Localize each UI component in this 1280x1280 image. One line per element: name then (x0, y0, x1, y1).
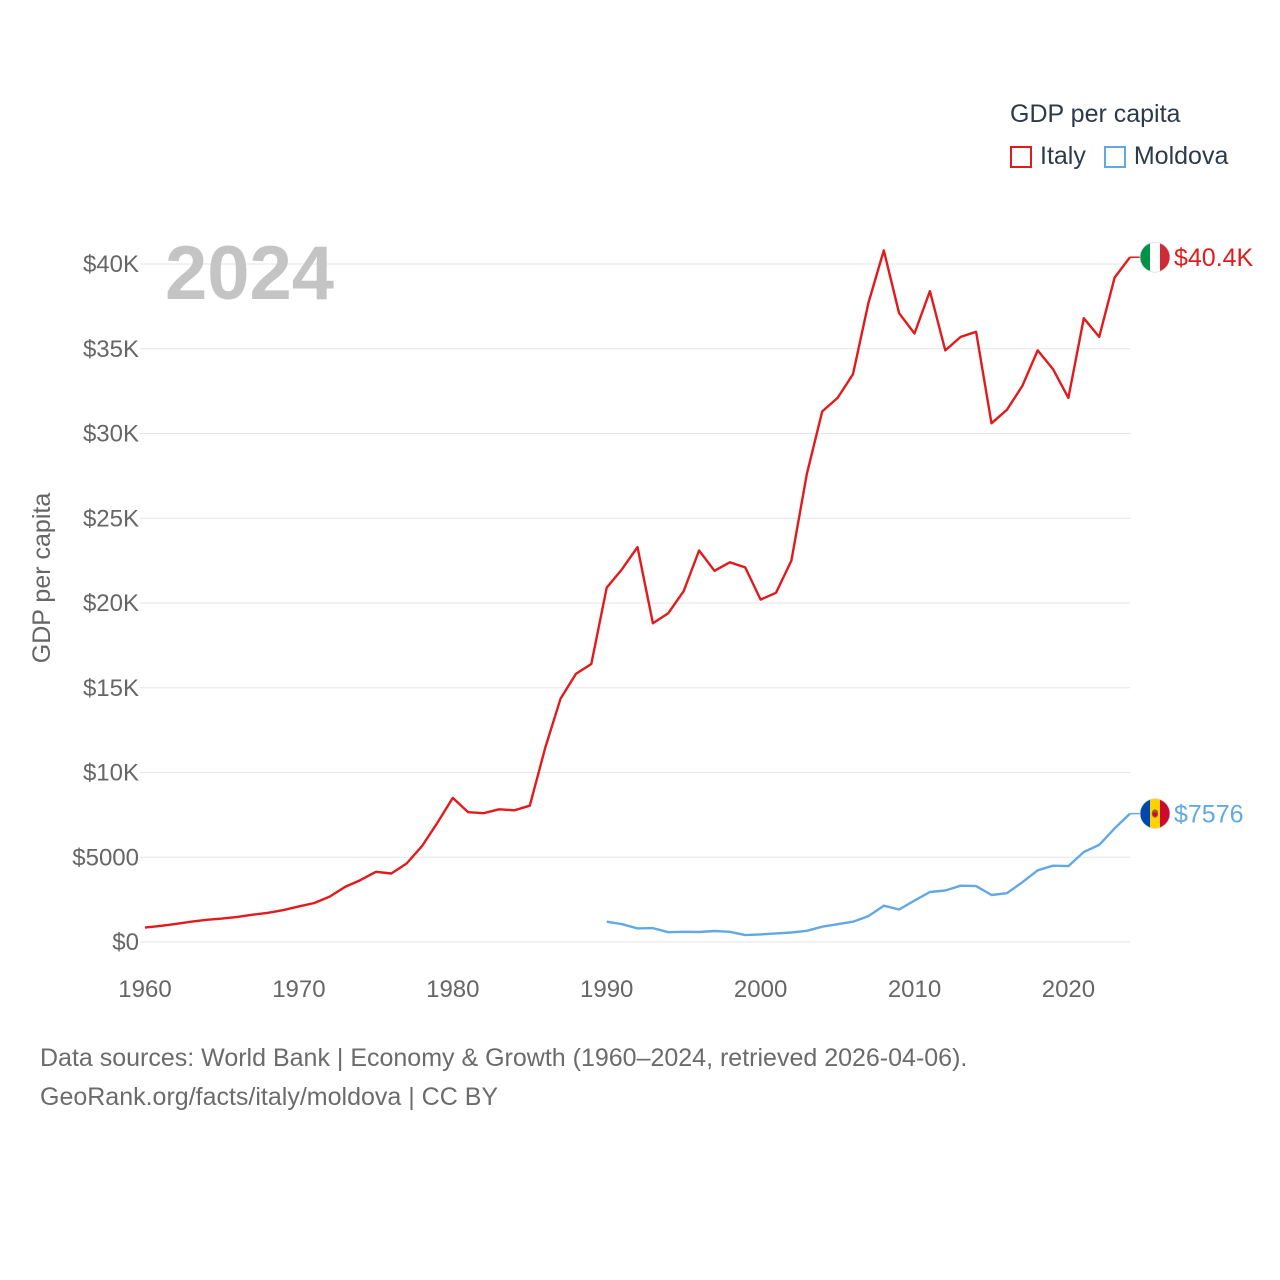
series-end-labels: $40.4K $7576 (1130, 241, 1254, 829)
y-tick-label: $20K (83, 590, 139, 617)
series-line-italy (144, 249, 1131, 929)
y-tick-label: $0 (112, 929, 139, 956)
x-tick-label: 1960 (118, 976, 171, 1003)
x-tick-label: 1970 (272, 976, 325, 1003)
y-tick-label: $25K (83, 505, 139, 532)
y-tick-label: $5000 (72, 844, 139, 871)
moldova-flag-icon (1139, 798, 1171, 829)
x-axis-ticks: 1960 1970 1980 1990 2000 2010 2020 (118, 976, 1095, 1003)
x-tick-label: 2000 (734, 976, 787, 1003)
y-tick-label: $40K (83, 251, 139, 278)
gridlines (140, 263, 1130, 943)
series-line-moldova (606, 812, 1131, 937)
y-tick-label: $35K (83, 336, 139, 363)
series-lines (144, 249, 1131, 937)
legend-swatch-italy (1010, 145, 1032, 168)
end-value-label-moldova: $7576 (1174, 801, 1244, 829)
italy-flag-icon (1139, 241, 1171, 273)
y-axis-ticks: $0 $5000 $10K $15K $20K $25K $30K $35K $40K (72, 251, 139, 956)
x-tick-label: 1980 (426, 976, 479, 1003)
legend: Italy Moldova (1010, 142, 1246, 171)
legend-label-moldova: Moldova (1133, 142, 1229, 170)
legend-item-moldova[interactable]: Moldova (1103, 142, 1229, 171)
y-axis-title: GDP per capita (28, 493, 56, 664)
legend-label-italy: Italy (1040, 142, 1086, 170)
footer-sources: Data sources: World Bank | Economy & Gro… (40, 1044, 968, 1072)
legend-item-italy[interactable]: Italy (1010, 142, 1086, 171)
y-tick-label: $30K (83, 421, 139, 448)
y-tick-label: $15K (83, 675, 139, 702)
x-tick-label: 1990 (580, 976, 633, 1003)
year-watermark: 2024 (165, 231, 334, 316)
x-tick-label: 2020 (1042, 976, 1095, 1003)
end-value-label-italy: $40.4K (1174, 244, 1254, 272)
x-tick-label: 2010 (888, 976, 941, 1003)
footer-credit[interactable]: GeoRank.org/facts/italy/moldova | CC BY (40, 1083, 499, 1111)
legend-title: GDP per capita (1010, 100, 1181, 128)
y-tick-label: $10K (83, 760, 139, 787)
legend-swatch-moldova (1103, 145, 1126, 168)
